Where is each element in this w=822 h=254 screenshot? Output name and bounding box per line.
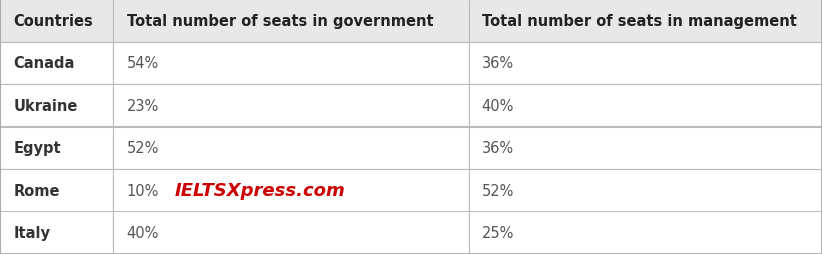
Bar [0, 169, 113, 212]
Text: IELTSXpress.com: IELTSXpress.com [175, 182, 346, 199]
Bar [113, 169, 469, 212]
Bar [469, 42, 822, 85]
Text: Italy: Italy [13, 225, 50, 240]
Bar [113, 0, 469, 42]
Bar [113, 42, 469, 85]
Bar [113, 85, 469, 127]
Text: 36%: 36% [482, 56, 514, 71]
Bar [469, 85, 822, 127]
Bar [0, 85, 113, 127]
Bar [0, 127, 113, 169]
Text: 52%: 52% [482, 183, 514, 198]
Text: 25%: 25% [482, 225, 514, 240]
Bar [0, 212, 113, 254]
Bar [113, 127, 469, 169]
Text: 23%: 23% [127, 98, 159, 113]
Bar [0, 42, 113, 85]
Bar [469, 169, 822, 212]
Text: Total number of seats in management: Total number of seats in management [482, 14, 797, 29]
Text: 40%: 40% [482, 98, 514, 113]
Text: 10%: 10% [127, 183, 159, 198]
Text: 52%: 52% [127, 141, 159, 156]
Text: 54%: 54% [127, 56, 159, 71]
Text: 40%: 40% [127, 225, 159, 240]
Text: Ukraine: Ukraine [13, 98, 77, 113]
Text: 36%: 36% [482, 141, 514, 156]
Text: Rome: Rome [13, 183, 60, 198]
Bar [469, 127, 822, 169]
Text: Canada: Canada [13, 56, 75, 71]
Bar [469, 0, 822, 42]
Bar [113, 212, 469, 254]
Bar [0, 0, 113, 42]
Text: Egypt: Egypt [13, 141, 61, 156]
Bar [469, 212, 822, 254]
Text: Countries: Countries [13, 14, 93, 29]
Text: Total number of seats in government: Total number of seats in government [127, 14, 433, 29]
